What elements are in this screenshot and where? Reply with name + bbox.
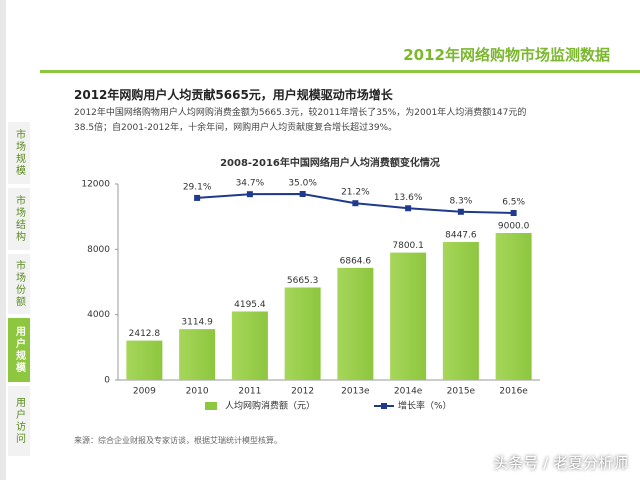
sidebar-tab[interactable]: 用户访问 [8,386,30,456]
line-label: 34.7% [236,179,265,189]
left-edge [0,0,6,480]
header-title: 2012年网络购物市场监测数据 [403,46,610,64]
x-tick-label: 2012 [291,387,314,397]
x-tick-label: 2009 [133,387,156,397]
bar [231,311,268,380]
bar-label: 2412.8 [129,329,161,339]
bar-label: 7800.1 [392,241,424,251]
x-tick-label: 2016e [499,387,528,397]
line-label: 13.6% [394,193,423,203]
chart-title: 2008-2016年中国网络用户人均消费额变化情况 [220,156,440,169]
x-tick-label: 2014e [394,387,423,397]
legend-label: 增长率（%） [398,400,452,412]
bar-label: 4195.4 [234,300,266,310]
bar-label: 6864.6 [340,256,372,266]
y-tick-label: 4000 [87,310,110,320]
sidebar-tab[interactable]: 用户规模 [8,318,30,382]
legend-label: 人均网购消费额（元） [225,400,315,412]
paragraph: 2012年中国网络购物用户人均网购消费金额为5665.3元，较2011年增长了3… [74,106,526,136]
bar-label: 9000.0 [498,222,530,232]
bar-label: 3114.9 [181,318,213,328]
heading: 2012年网购用户人均贡献5665元，用户规模驱动市场增长 [74,88,393,102]
line-label: 8.3% [449,196,472,206]
bar [284,287,321,380]
watermark: 头条号 / 老夏分析师 [493,454,628,472]
header-rule [40,70,640,73]
sidebar-tab[interactable]: 市场结构 [8,188,30,250]
bar [126,340,163,380]
paragraph-line: 38.5倍；自2001-2012年，十余年间，网购用户人均贡献度复合增长超过39… [74,123,398,133]
bar-label: 5665.3 [287,276,319,286]
x-tick-label: 2015e [447,387,476,397]
sidebar-tab[interactable]: 市场份额 [8,254,30,314]
line-label: 29.1% [183,182,212,192]
legend-swatch [381,403,387,409]
line-label: 6.5% [502,198,525,208]
line-label: 35.0% [288,179,317,189]
bar-label: 8447.6 [445,231,477,241]
bar [495,233,532,380]
paragraph-line: 2012年中国网络购物用户人均网购消费金额为5665.3元，较2011年增长了3… [74,108,527,118]
x-tick-label: 2010 [186,387,209,397]
sidebar-tab[interactable]: 市场规模 [8,122,30,184]
bar [179,329,216,380]
source: 来源：综合企业财报及专家访谈，根据艾瑞统计模型核算。 [74,436,282,445]
bar [442,242,479,380]
x-tick-label: 2013e [341,387,370,397]
line-label: 21.2% [341,188,370,198]
line [197,192,514,214]
y-tick-label: 12000 [81,180,110,190]
y-tick-label: 8000 [87,245,110,255]
legend-swatch [205,402,217,410]
bar [390,252,427,380]
x-tick-label: 2011 [238,387,261,397]
bar [337,267,374,380]
y-tick-label: 0 [104,376,110,386]
